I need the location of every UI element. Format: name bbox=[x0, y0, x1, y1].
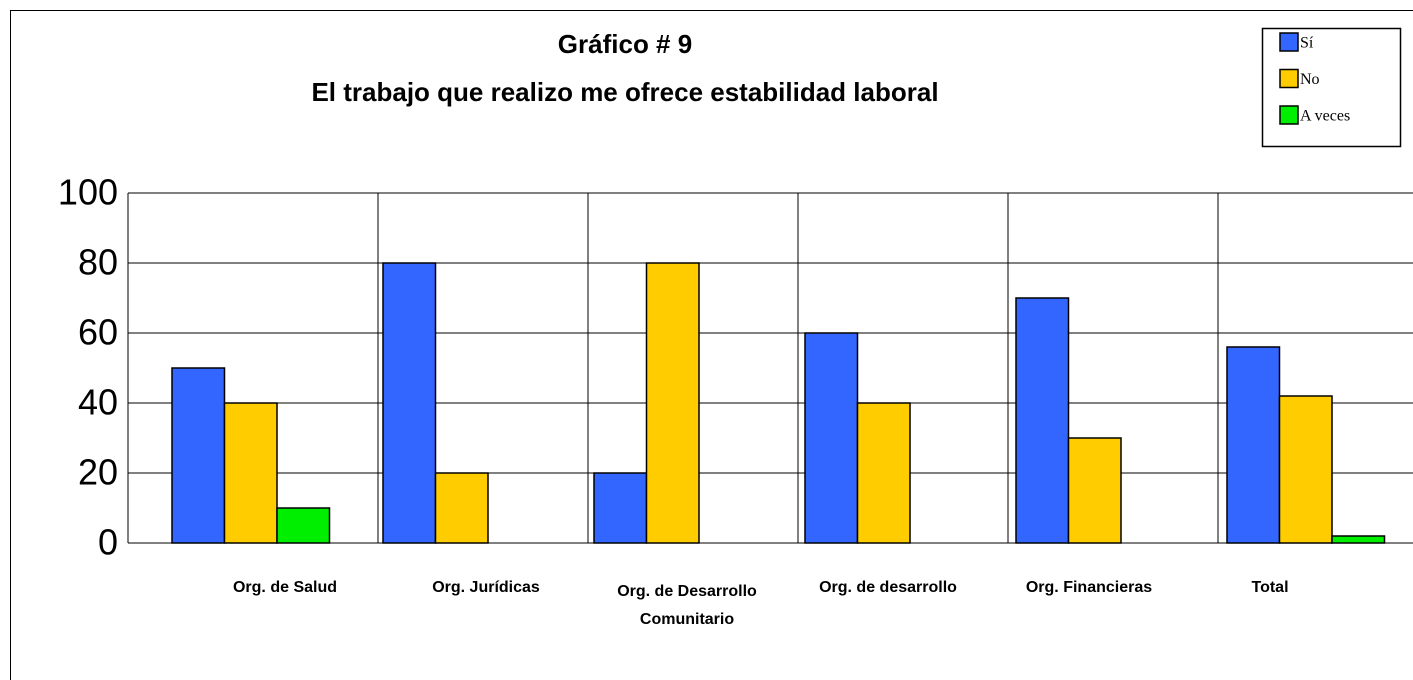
y-tick-label: 80 bbox=[78, 242, 118, 283]
x-tick-label: Org. Financieras bbox=[1026, 579, 1152, 596]
legend-label: Sí bbox=[1300, 35, 1314, 52]
x-tick-label: Org. de Salud bbox=[233, 579, 337, 596]
legend-label: A veces bbox=[1300, 108, 1350, 125]
x-tick-label-line: Comunitario bbox=[640, 611, 734, 628]
x-tick-label-line: Org. de Desarrollo bbox=[617, 583, 757, 600]
x-tick-label: Total bbox=[1251, 579, 1288, 596]
bar bbox=[1278, 395, 1333, 544]
y-tick-label: 60 bbox=[78, 312, 118, 353]
bar bbox=[171, 367, 226, 544]
bar bbox=[1067, 437, 1122, 544]
chart-subtitle: El trabajo que realizo me ofrece estabil… bbox=[311, 77, 938, 107]
bar bbox=[856, 402, 911, 544]
legend-swatch bbox=[1279, 68, 1299, 89]
x-tick-label: Org. de desarrollo bbox=[819, 579, 957, 596]
bar bbox=[593, 472, 648, 544]
bar bbox=[1226, 346, 1281, 544]
legend-swatch bbox=[1279, 32, 1299, 52]
x-tick-label: Org. Jurídicas bbox=[432, 579, 540, 596]
y-tick-label: 40 bbox=[78, 382, 118, 423]
legend-swatch bbox=[1279, 105, 1299, 125]
bar bbox=[645, 262, 700, 544]
bar bbox=[434, 472, 489, 544]
bar bbox=[804, 332, 859, 544]
bar bbox=[223, 402, 278, 544]
legend-label: No bbox=[1300, 71, 1320, 88]
bar bbox=[382, 262, 437, 544]
y-tick-label: 100 bbox=[58, 172, 118, 213]
y-tick-label: 20 bbox=[78, 452, 118, 493]
chart-border bbox=[10, 10, 1413, 680]
bar bbox=[276, 507, 331, 544]
chart-title: Gráfico # 9 bbox=[558, 29, 692, 59]
y-tick-label: 0 bbox=[98, 522, 118, 563]
x-tick-label: Org. de Desarrollo Comunitario bbox=[617, 583, 757, 628]
bar bbox=[1015, 297, 1070, 544]
bar bbox=[1331, 535, 1386, 544]
